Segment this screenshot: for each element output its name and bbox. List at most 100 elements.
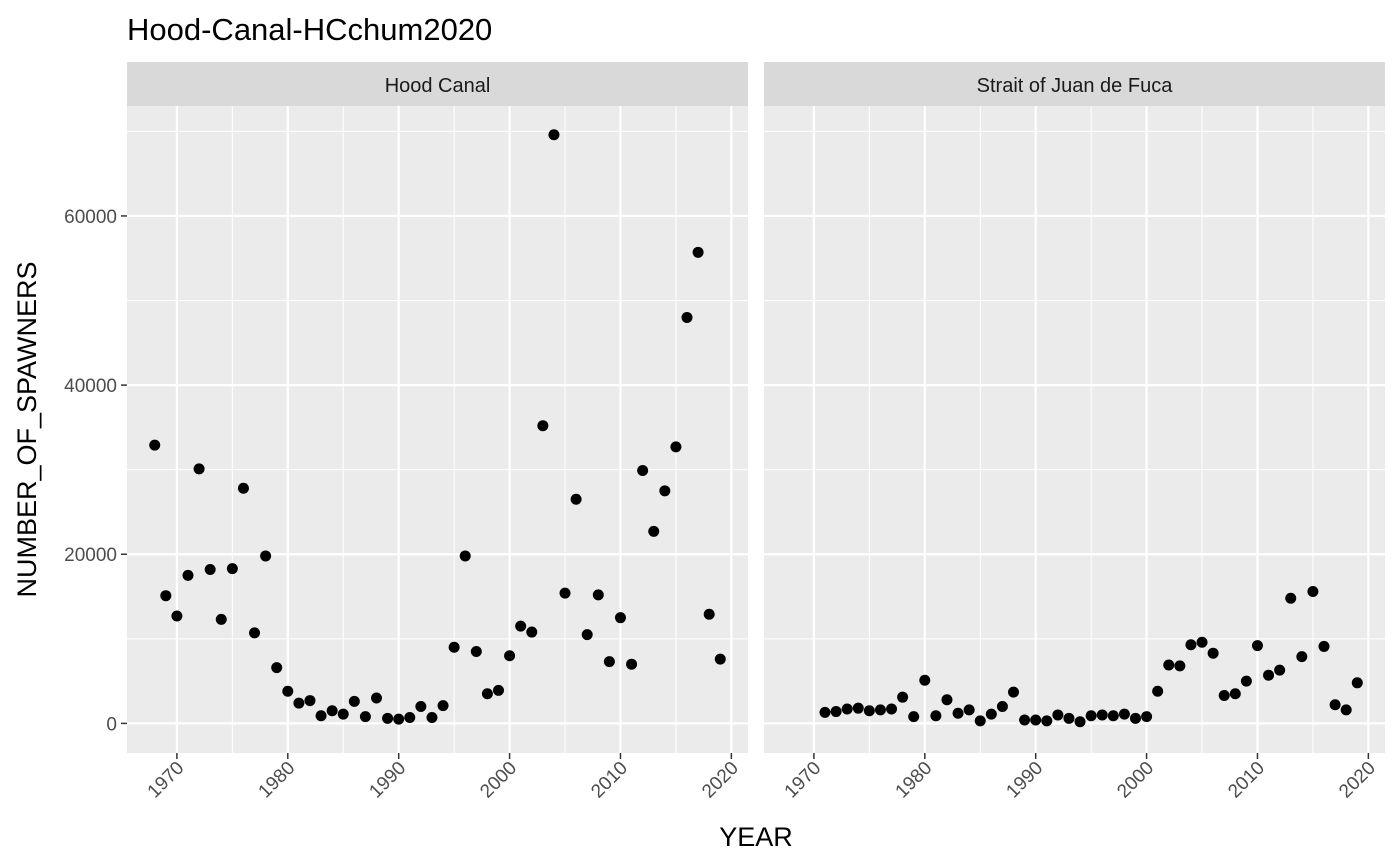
data-point xyxy=(559,587,571,599)
data-point xyxy=(963,704,975,716)
data-point xyxy=(359,711,371,723)
data-point xyxy=(515,620,527,632)
x-tick-label: 1980 xyxy=(255,758,300,803)
data-point xyxy=(426,711,438,723)
data-point xyxy=(703,608,715,620)
x-tick-label: 2020 xyxy=(698,758,743,803)
data-point xyxy=(614,612,626,624)
data-point xyxy=(1008,686,1020,698)
y-axis: 0 20000 40000 60000 xyxy=(64,207,127,735)
data-point xyxy=(548,129,560,141)
points-hood-canal xyxy=(149,129,726,725)
data-point xyxy=(348,695,360,707)
data-point xyxy=(841,703,853,715)
x-axis-ticks-hood-canal: 1970 1980 1990 2000 2010 2020 xyxy=(144,753,743,802)
data-point xyxy=(470,646,482,658)
data-point xyxy=(1229,688,1241,700)
data-point xyxy=(1163,659,1175,671)
data-point xyxy=(182,569,194,581)
points-strait-of-juan-de-fuca xyxy=(819,585,1363,728)
data-point xyxy=(393,713,405,725)
x-tick-label: 2010 xyxy=(1224,758,1269,803)
data-point xyxy=(293,697,305,709)
data-point xyxy=(171,610,183,622)
data-point xyxy=(537,420,549,432)
data-point xyxy=(459,550,471,562)
data-point xyxy=(1052,709,1064,721)
data-point xyxy=(1063,712,1075,724)
data-point xyxy=(215,613,227,625)
data-point xyxy=(819,706,831,718)
data-point xyxy=(1185,639,1197,651)
data-point xyxy=(637,465,649,477)
data-point xyxy=(908,711,920,723)
data-point xyxy=(226,563,238,575)
x-axis-ticks-strait-of-juan-de-fuca: 1970 1980 1990 2000 2010 2020 xyxy=(781,753,1380,802)
chart-title: Hood-Canal-HCchum2020 xyxy=(127,12,492,47)
data-point xyxy=(1329,699,1341,711)
data-point xyxy=(592,589,604,601)
data-point xyxy=(193,463,205,475)
x-tick-label: 1970 xyxy=(144,758,189,803)
data-point xyxy=(315,710,327,722)
panel-background-strait-of-juan-de-fuca xyxy=(764,106,1385,753)
data-point xyxy=(1085,710,1097,722)
data-point xyxy=(886,703,898,715)
data-point xyxy=(626,658,638,670)
strip-hood-canal xyxy=(127,62,748,106)
data-point xyxy=(648,525,660,537)
data-point xyxy=(1118,708,1130,720)
panel-background-hood-canal xyxy=(127,106,748,753)
x-tick-label: 1990 xyxy=(1002,758,1047,803)
data-point xyxy=(714,653,726,665)
data-point xyxy=(1307,585,1319,597)
x-tick-label: 2000 xyxy=(476,758,521,803)
data-point xyxy=(437,700,449,712)
data-point xyxy=(1030,714,1042,726)
data-point xyxy=(852,702,864,714)
x-axis-label: YEAR xyxy=(719,822,793,852)
data-point xyxy=(1107,710,1119,722)
data-point xyxy=(1074,716,1086,728)
gridlines-hood-canal xyxy=(127,106,748,753)
data-point xyxy=(149,439,161,451)
data-point xyxy=(830,706,842,718)
data-point xyxy=(504,650,516,662)
data-point xyxy=(863,705,875,717)
data-point xyxy=(526,626,538,638)
panel-hood-canal: Hood Canal 1970 1980 1990 2000 2010 2020 xyxy=(127,62,748,802)
data-point xyxy=(874,704,886,716)
y-tick-label: 0 xyxy=(106,714,117,735)
x-tick-label: 2010 xyxy=(587,758,632,803)
data-point xyxy=(160,590,172,602)
data-point xyxy=(260,550,272,562)
data-point xyxy=(448,641,460,653)
data-point xyxy=(1318,640,1330,652)
data-point xyxy=(985,708,997,720)
data-point xyxy=(659,485,671,497)
panel-strait-of-juan-de-fuca: Strait of Juan de Fuca 1970 1980 1990 2000 2… xyxy=(764,62,1385,802)
data-point xyxy=(1041,715,1053,727)
data-point xyxy=(952,707,964,719)
data-point xyxy=(481,688,493,700)
data-point xyxy=(282,685,294,697)
data-point xyxy=(581,629,593,641)
y-tick-label: 60000 xyxy=(64,207,117,228)
data-point xyxy=(930,710,942,722)
data-point xyxy=(996,700,1008,712)
y-tick-label: 40000 xyxy=(64,376,117,397)
data-point xyxy=(1207,647,1219,659)
strip-strait-of-juan-de-fuca xyxy=(764,62,1385,106)
strip-label-strait-of-juan-de-fuca: Strait of Juan de Fuca xyxy=(977,75,1174,97)
data-point xyxy=(1152,685,1164,697)
x-tick-label: 1970 xyxy=(781,758,826,803)
data-point xyxy=(570,493,582,505)
data-point xyxy=(1019,714,1031,726)
data-point xyxy=(941,694,953,706)
data-point xyxy=(1096,709,1108,721)
data-point xyxy=(692,246,704,258)
data-point xyxy=(897,691,909,703)
data-point xyxy=(1196,636,1208,648)
data-point xyxy=(382,712,394,724)
